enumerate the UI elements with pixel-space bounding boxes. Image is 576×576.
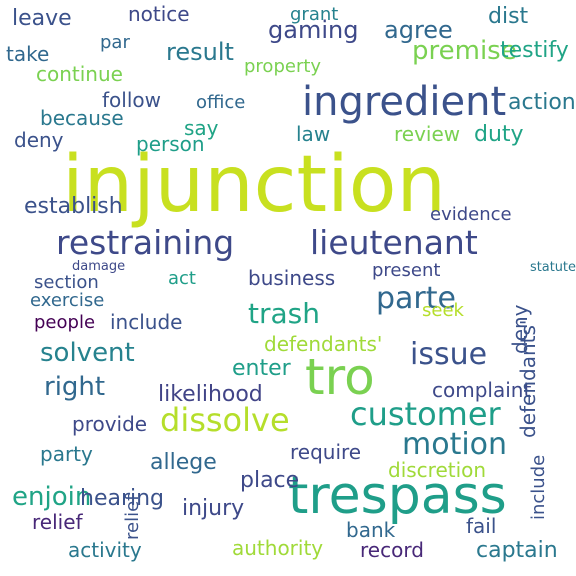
word-section: include: [110, 310, 183, 334]
word-require: bank: [346, 518, 396, 542]
word-solvent: solvent: [40, 338, 135, 368]
word-activity: authority: [232, 536, 324, 560]
word-business: exercise: [30, 290, 105, 311]
word-law: establish: [24, 194, 123, 219]
word-seek: act: [168, 268, 196, 289]
word-exercise: defendants': [264, 332, 383, 356]
word-party: require: [290, 440, 362, 464]
word-enjoin: leave: [12, 6, 72, 31]
word-people: complaint: [432, 378, 532, 402]
word-complaint: provide: [72, 412, 148, 436]
word-injunction: injunction: [62, 140, 446, 230]
word-follow: review: [394, 122, 461, 146]
word-establish: present: [372, 260, 441, 281]
word-notice: gaming: [268, 16, 359, 44]
word-trespass: trespass: [288, 466, 507, 526]
word-right: right: [44, 372, 106, 402]
word-motion: motion: [402, 427, 508, 462]
word-ingredient: ingredient: [302, 79, 507, 125]
word-injury: injury: [182, 496, 245, 521]
word-parte: parte: [376, 281, 456, 316]
word-person: seek: [422, 300, 464, 321]
word-dist: take: [6, 42, 50, 66]
word-provide: party: [40, 442, 93, 466]
word-include-vertical: include: [528, 454, 549, 520]
word-restraining: restraining: [56, 223, 235, 262]
word-grant: agree: [384, 16, 453, 44]
word-contend: grant: [290, 4, 339, 25]
word-continue: evidence: [430, 204, 512, 225]
word-tro: tro: [305, 348, 375, 406]
word-lieutenant: lieutenant: [310, 223, 478, 262]
word-damage: dist: [488, 4, 529, 29]
word-enter: enter: [232, 356, 291, 381]
word-fail: captain: [476, 538, 558, 563]
word-premise: continue: [36, 62, 123, 86]
word-captain: record: [360, 538, 424, 562]
word-issue: issue: [410, 337, 488, 372]
word-present: section: [34, 272, 99, 293]
word-ch: enjoin: [12, 482, 92, 512]
word-dissolve: dissolve: [160, 401, 290, 439]
word-result: office: [196, 92, 246, 113]
word-act: people: [34, 312, 96, 333]
word-agree: testify: [500, 38, 569, 63]
word-deny-vertical: deny: [508, 304, 532, 354]
word-likelihood: likelihood: [158, 382, 263, 407]
word-evidence: say: [184, 116, 219, 140]
word-because: law: [296, 122, 331, 146]
word-gaming: premise: [412, 36, 517, 66]
word-par: result: [166, 38, 234, 66]
word-leave: par: [100, 32, 130, 53]
word-relief-vertical: relief: [122, 494, 143, 541]
word-place: place: [240, 468, 300, 493]
word-file: hearing: [80, 486, 165, 511]
word-statute: business: [248, 266, 336, 290]
word-trash: trash: [248, 297, 320, 330]
word-take: action: [508, 90, 576, 115]
word-bank: fail: [466, 514, 497, 538]
word-customer: customer: [350, 395, 501, 433]
word-issuance: damage: [72, 259, 126, 274]
word-allege: allege: [150, 450, 217, 475]
word-action: follow: [102, 88, 161, 112]
word-office: duty: [474, 122, 524, 147]
word-hearing: notice: [128, 2, 190, 26]
word-record: activity: [68, 538, 142, 562]
word-say: statute: [530, 260, 576, 275]
word-review: deny: [14, 128, 64, 152]
word-property: because: [40, 106, 124, 130]
word-duty: person: [136, 132, 205, 156]
word-discretion: discretion: [388, 458, 487, 482]
word-testify: property: [244, 56, 322, 77]
word-authority: relief: [32, 510, 83, 534]
